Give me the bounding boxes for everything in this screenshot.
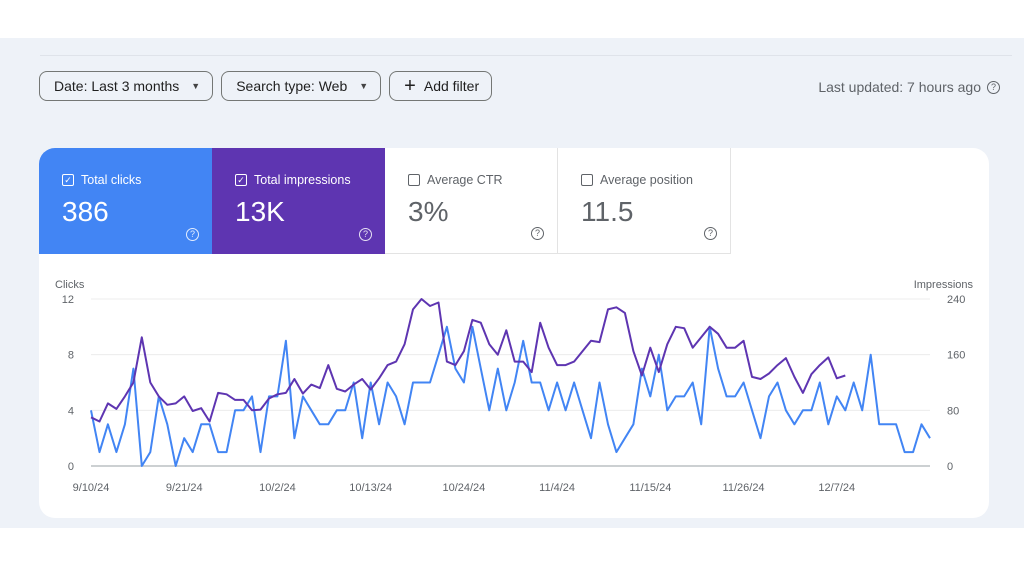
caret-down-icon: ▼: [359, 81, 369, 91]
x-tick-label: 11/15/24: [629, 482, 671, 494]
header-divider: [40, 55, 1012, 56]
metric-label: Average position: [600, 173, 693, 187]
y-right-axis-title: Impressions: [914, 279, 974, 291]
metric-average-ctr[interactable]: Average CTR 3% ?: [385, 148, 558, 254]
performance-chart: 0 0 4 80 8 160 12 240 Clicks Impressions 9/10/24 9/…: [55, 279, 974, 494]
checkbox-unchecked-icon[interactable]: [408, 174, 420, 186]
metric-label: Total clicks: [81, 173, 142, 187]
x-tick-label: 9/10/24: [73, 482, 110, 494]
metric-value: 13K: [235, 196, 285, 227]
last-updated: Last updated: 7 hours ago ?: [818, 79, 1000, 95]
plus-icon: +: [404, 75, 416, 97]
x-tick-label: 12/7/24: [818, 482, 855, 494]
metric-total-impressions[interactable]: ✓ Total impressions 13K ?: [212, 148, 385, 254]
y-left-tick-label: 8: [68, 350, 74, 362]
add-filter-label: Add filter: [423, 78, 480, 94]
help-icon[interactable]: ?: [704, 227, 717, 240]
metric-value: 11.5: [581, 196, 634, 227]
search-type-label: Search type: Web: [236, 78, 348, 94]
y-right-tick-label: 0: [947, 461, 953, 473]
x-tick-label: 9/21/24: [166, 482, 203, 494]
filter-toolbar: Date: Last 3 months ▼ Search type: Web ▼…: [39, 71, 493, 101]
y-right-tick-label: 160: [947, 350, 965, 362]
add-filter-button[interactable]: + Add filter: [389, 71, 493, 101]
y-left-axis-title: Clicks: [55, 279, 85, 291]
x-tick-label: 10/2/24: [259, 482, 296, 494]
performance-card: ✓ Total clicks 386 ? ✓ Total impressions 1…: [39, 148, 989, 518]
help-icon[interactable]: ?: [987, 80, 1000, 94]
date-filter-button[interactable]: Date: Last 3 months ▼: [39, 71, 214, 101]
metric-tabs: ✓ Total clicks 386 ? ✓ Total impressions 1…: [39, 148, 731, 254]
metric-average-position[interactable]: Average position 11.5 ?: [558, 148, 731, 254]
help-icon[interactable]: ?: [359, 228, 372, 241]
caret-down-icon: ▼: [191, 81, 201, 91]
metric-value: 3%: [408, 196, 449, 227]
y-right-tick-label: 240: [947, 294, 965, 306]
checkbox-unchecked-icon[interactable]: [581, 174, 593, 186]
metric-total-clicks[interactable]: ✓ Total clicks 386 ?: [39, 148, 212, 254]
checkbox-checked-icon[interactable]: ✓: [62, 174, 74, 186]
y-left-tick-label: 12: [62, 294, 74, 306]
help-icon[interactable]: ?: [186, 228, 199, 241]
metric-value: 386: [62, 196, 109, 227]
y-left-tick-label: 4: [68, 405, 74, 417]
y-right-tick-label: 80: [947, 405, 959, 417]
x-tick-label: 11/4/24: [539, 482, 575, 494]
metric-label: Total impressions: [254, 173, 351, 187]
checkbox-checked-icon[interactable]: ✓: [235, 174, 247, 186]
help-icon[interactable]: ?: [531, 227, 544, 240]
series-line-clicks: [90, 325, 931, 467]
x-tick-label: 10/24/24: [442, 482, 485, 494]
y-left-tick-label: 0: [68, 461, 74, 473]
last-updated-text: Last updated: 7 hours ago: [818, 79, 981, 95]
x-tick-label: 10/13/24: [349, 482, 392, 494]
x-tick-label: 11/26/24: [723, 482, 765, 494]
search-type-button[interactable]: Search type: Web ▼: [221, 71, 382, 101]
metric-label: Average CTR: [427, 173, 503, 187]
date-filter-label: Date: Last 3 months: [54, 78, 180, 94]
series-line-impressions: [90, 298, 846, 423]
